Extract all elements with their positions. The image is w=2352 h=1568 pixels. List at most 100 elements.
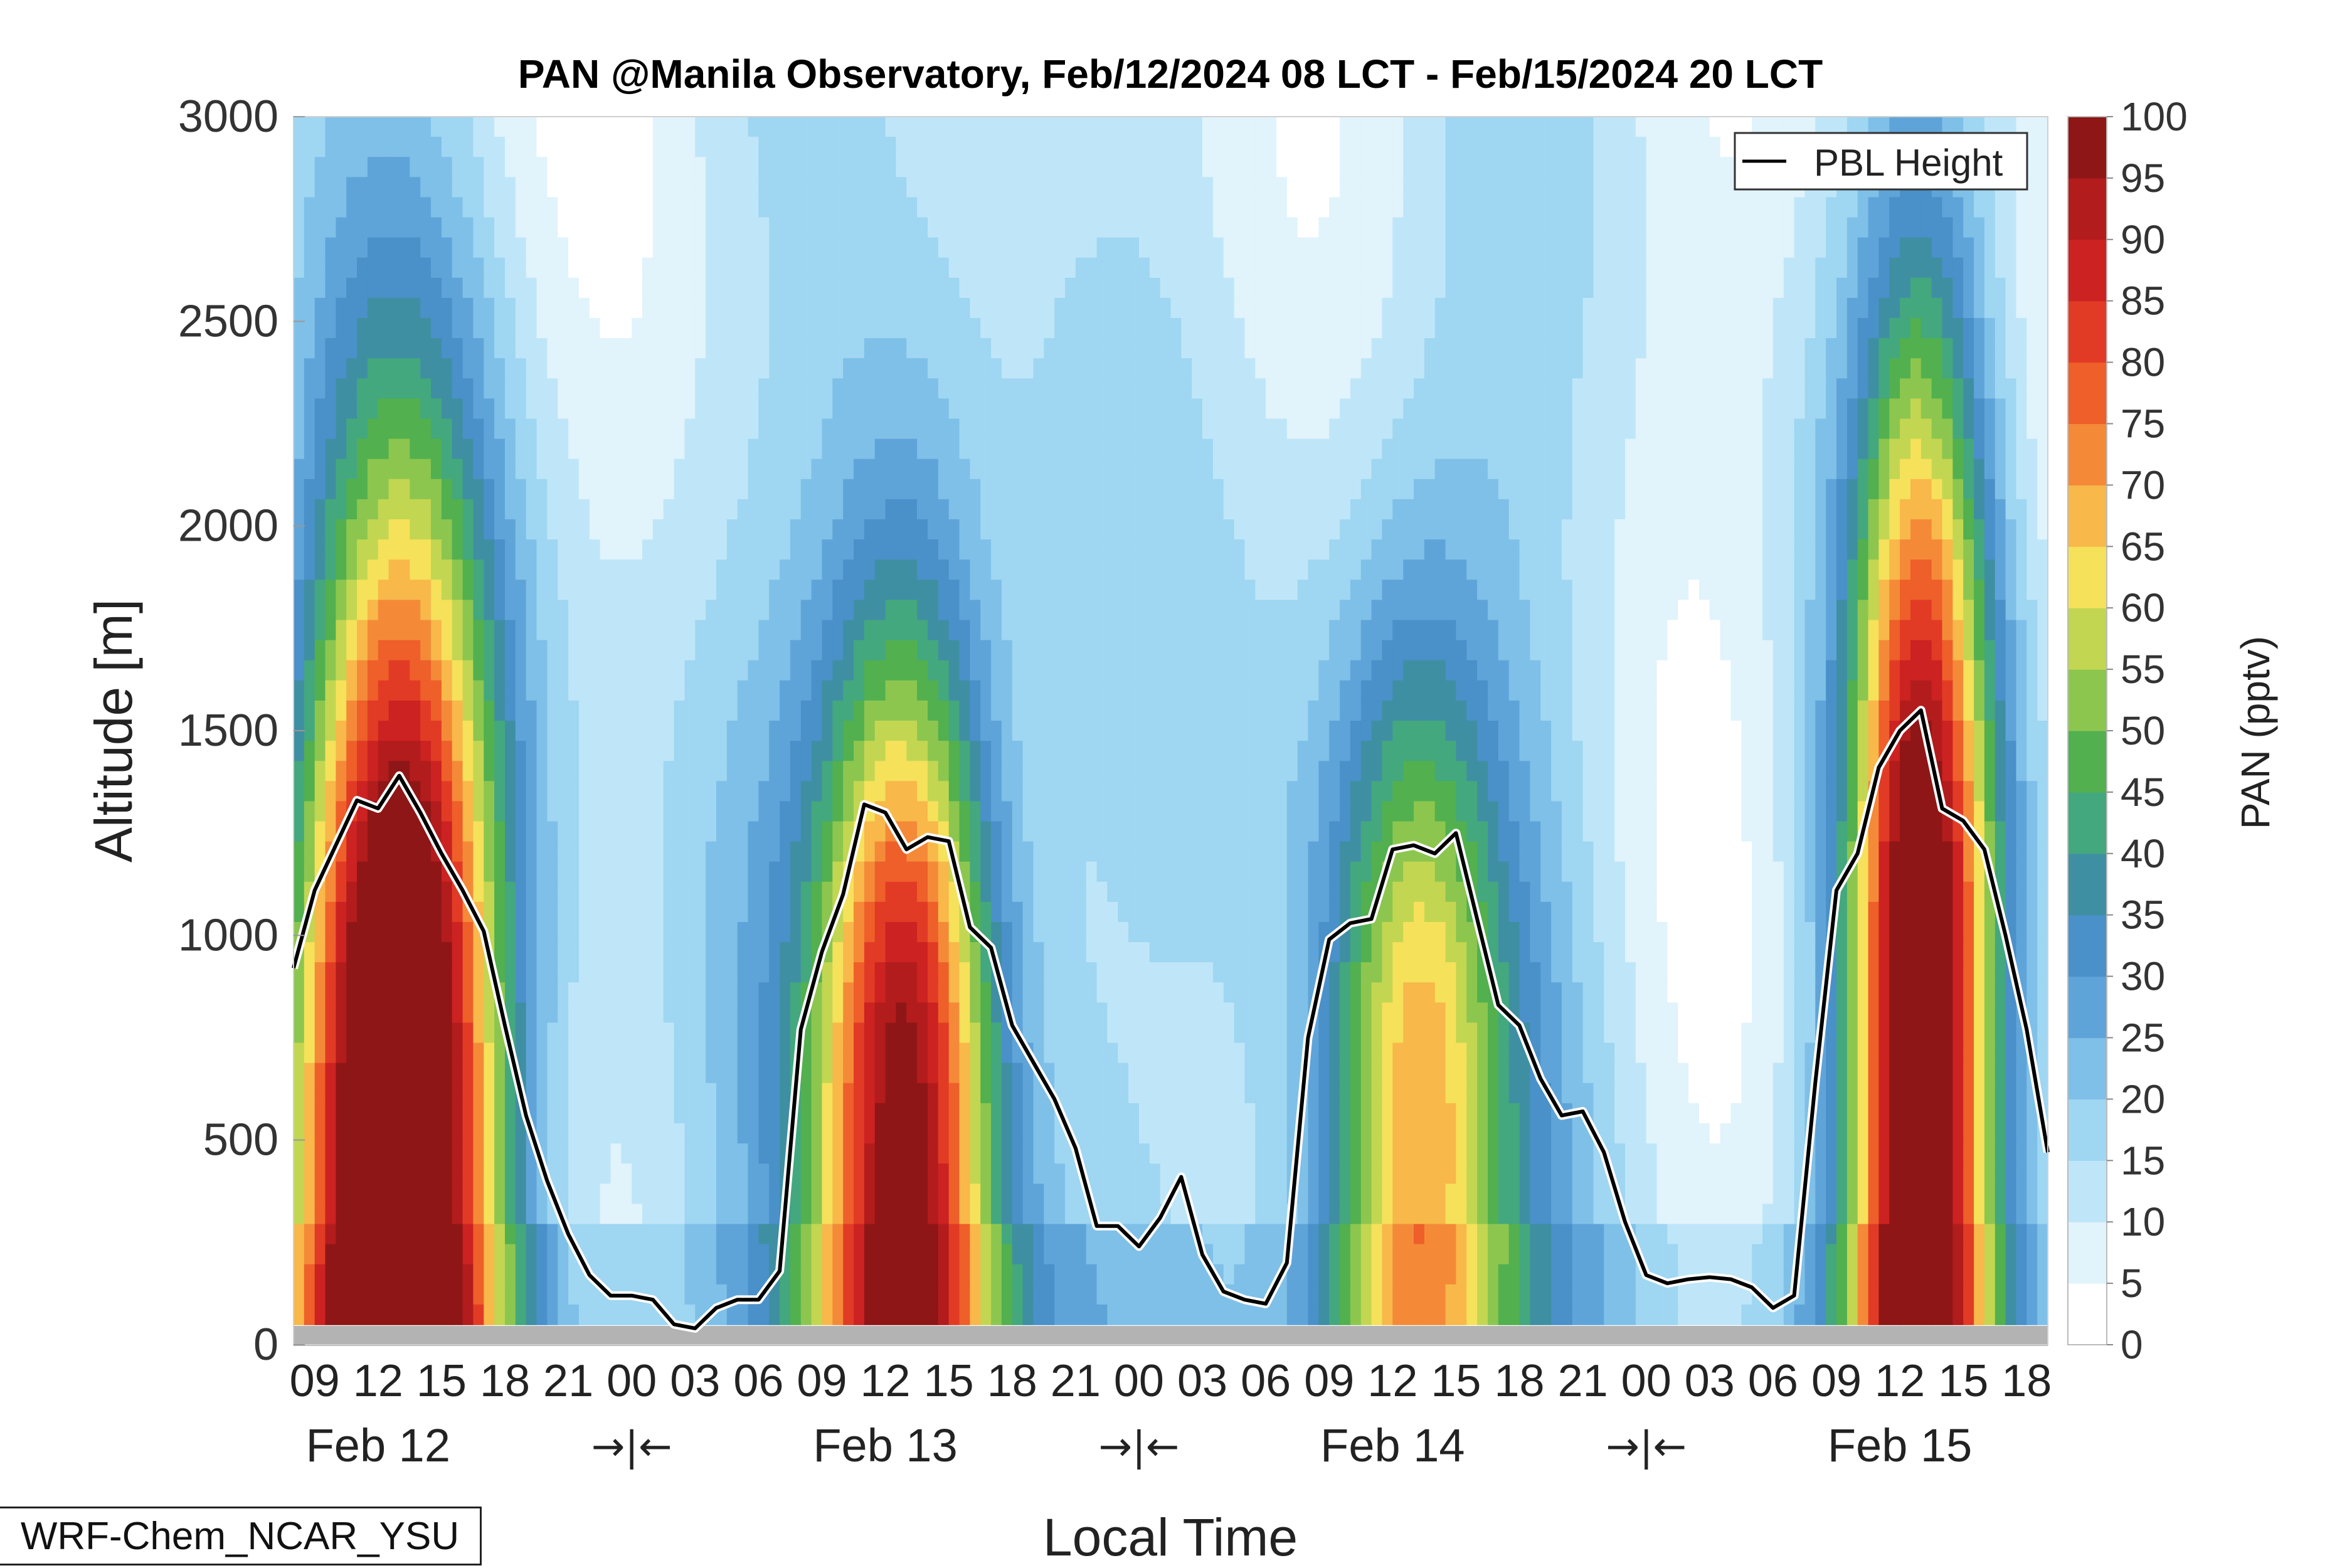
contour-cell bbox=[1318, 117, 1330, 137]
contour-cell bbox=[2016, 398, 2028, 420]
contour-cell bbox=[462, 338, 474, 359]
contour-cell bbox=[1012, 378, 1024, 400]
contour-cell bbox=[1001, 519, 1013, 540]
contour-cell bbox=[1794, 438, 1806, 460]
contour-cell bbox=[1065, 580, 1076, 601]
contour-cell bbox=[1424, 217, 1436, 238]
contour-cell bbox=[1561, 398, 1573, 420]
contour-cell bbox=[1530, 297, 1541, 319]
contour-cell bbox=[1065, 277, 1076, 299]
contour-cell bbox=[1434, 680, 1446, 701]
contour-cell bbox=[864, 539, 876, 560]
contour-cell bbox=[1678, 580, 1689, 601]
contour-cell bbox=[1920, 418, 1932, 440]
contour-cell bbox=[1266, 157, 1277, 178]
contour-cell bbox=[1096, 519, 1108, 540]
contour-cell bbox=[1223, 358, 1235, 379]
contour-cell bbox=[970, 438, 981, 460]
contour-cell bbox=[885, 539, 897, 560]
contour-cell bbox=[1096, 700, 1108, 721]
contour-cell bbox=[1772, 197, 1784, 218]
contour-cell bbox=[970, 640, 981, 661]
contour-cell bbox=[1054, 680, 1066, 701]
contour-cell bbox=[1593, 559, 1605, 581]
contour-cell bbox=[726, 620, 738, 641]
contour-cell bbox=[1096, 358, 1108, 379]
contour-cell bbox=[1741, 580, 1752, 601]
contour-cell bbox=[2037, 519, 2048, 540]
contour-cell bbox=[1540, 217, 1552, 238]
contour-cell bbox=[325, 600, 337, 621]
contour-cell bbox=[578, 539, 590, 560]
contour-cell bbox=[494, 197, 506, 218]
contour-cell bbox=[1678, 438, 1689, 460]
contour-cell bbox=[314, 458, 326, 480]
contour-cell bbox=[1931, 620, 1943, 641]
contour-cell bbox=[1931, 197, 1943, 218]
contour-cell bbox=[1772, 358, 1784, 379]
contour-cell bbox=[1646, 519, 1658, 540]
contour-cell bbox=[610, 217, 622, 238]
contour-cell bbox=[1709, 580, 1721, 601]
contour-cell bbox=[663, 177, 675, 198]
contour-cell bbox=[1075, 237, 1087, 258]
contour-cell bbox=[1994, 217, 2006, 238]
contour-cell bbox=[769, 600, 780, 621]
contour-cell bbox=[1139, 600, 1150, 621]
contour-cell bbox=[1318, 257, 1330, 278]
contour-cell bbox=[642, 338, 654, 359]
contour-cell bbox=[970, 559, 981, 581]
contour-cell bbox=[1699, 600, 1710, 621]
contour-cell bbox=[1329, 378, 1340, 400]
contour-cell bbox=[1329, 519, 1340, 540]
contour-cell bbox=[2026, 197, 2038, 218]
contour-cell bbox=[1530, 378, 1541, 400]
contour-cell bbox=[1974, 680, 1985, 701]
contour-cell bbox=[1181, 479, 1192, 500]
contour-cell bbox=[1699, 137, 1710, 157]
contour-cell bbox=[1445, 277, 1457, 299]
contour-cell bbox=[1012, 398, 1024, 420]
contour-cell bbox=[1656, 197, 1668, 218]
contour-cell bbox=[1424, 358, 1436, 379]
contour-cell bbox=[822, 137, 834, 157]
contour-cell bbox=[663, 117, 675, 137]
contour-cell bbox=[1276, 358, 1288, 379]
contour-cell bbox=[790, 438, 802, 460]
contour-cell bbox=[1635, 137, 1647, 157]
contour-cell bbox=[632, 318, 643, 339]
contour-cell bbox=[1667, 297, 1678, 319]
contour-cell bbox=[558, 539, 569, 560]
contour-cell bbox=[1477, 660, 1488, 681]
contour-cell bbox=[410, 660, 421, 681]
contour-cell bbox=[314, 297, 326, 319]
contour-cell bbox=[1508, 177, 1520, 198]
contour-cell bbox=[695, 620, 706, 641]
contour-cell bbox=[1466, 257, 1478, 278]
contour-cell bbox=[1815, 418, 1826, 440]
contour-cell bbox=[800, 660, 812, 681]
contour-cell bbox=[314, 338, 326, 359]
contour-cell bbox=[610, 237, 622, 258]
contour-cell bbox=[1974, 378, 1985, 400]
contour-cell bbox=[1234, 378, 1246, 400]
contour-cell bbox=[462, 177, 474, 198]
contour-cell bbox=[790, 539, 802, 560]
contour-cell bbox=[1192, 418, 1203, 440]
contour-cell bbox=[431, 277, 442, 299]
contour-cell bbox=[1741, 378, 1752, 400]
contour-cell bbox=[642, 680, 654, 701]
contour-cell bbox=[2037, 217, 2048, 238]
contour-cell bbox=[1688, 257, 1700, 278]
contour-cell bbox=[1709, 358, 1721, 379]
contour-cell bbox=[1318, 620, 1330, 641]
contour-cell bbox=[1202, 257, 1214, 278]
contour-cell bbox=[1001, 479, 1013, 500]
contour-cell bbox=[367, 580, 379, 601]
contour-cell bbox=[547, 318, 558, 339]
contour-cell bbox=[832, 620, 844, 641]
contour-cell bbox=[1382, 398, 1394, 420]
contour-cell bbox=[1868, 438, 1880, 460]
contour-cell bbox=[1519, 277, 1531, 299]
contour-cell bbox=[1128, 519, 1140, 540]
